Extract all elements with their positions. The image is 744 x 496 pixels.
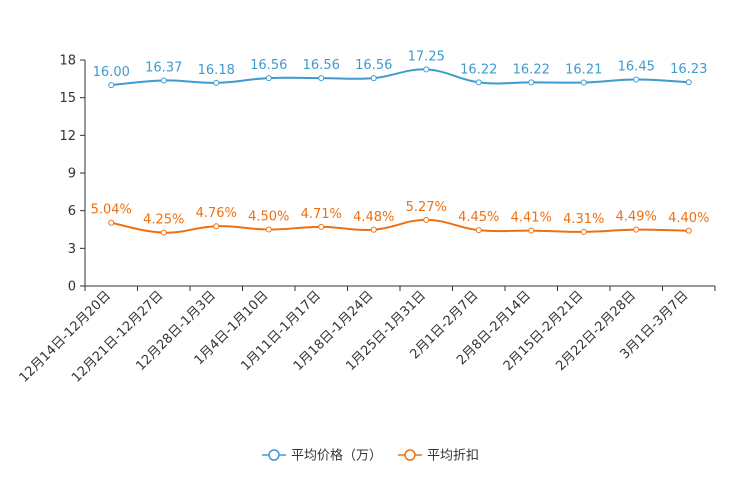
data-label: 4.49% — [616, 210, 657, 225]
series-line — [111, 218, 689, 234]
x-axis: 12月14日-12月20日12月21日-12月27日12月28日-1月3日1月4… — [17, 285, 716, 386]
data-point[interactable] — [423, 216, 430, 223]
data-label: 16.00 — [93, 65, 130, 80]
data-point[interactable] — [580, 79, 587, 86]
legend-item[interactable]: 平均折扣 — [398, 449, 479, 464]
data-point[interactable] — [370, 75, 377, 82]
x-tick-label: 12月21日-12月27日 — [69, 288, 166, 385]
data-point[interactable] — [213, 79, 220, 86]
data-point[interactable] — [423, 66, 430, 73]
data-point[interactable] — [108, 219, 115, 226]
data-point[interactable] — [160, 229, 167, 236]
data-label: 4.71% — [301, 207, 342, 222]
data-point[interactable] — [265, 226, 272, 233]
x-tick-label: 12月14日-12月20日 — [17, 288, 114, 385]
data-label: 16.18 — [198, 63, 235, 78]
data-point[interactable] — [265, 75, 272, 82]
data-label: 16.21 — [565, 62, 602, 77]
data-point[interactable] — [685, 227, 692, 234]
y-tick-label: 9 — [68, 167, 76, 182]
data-point[interactable] — [475, 227, 482, 234]
data-point[interactable] — [213, 223, 220, 230]
data-label: 16.56 — [250, 58, 287, 73]
data-point[interactable] — [108, 82, 115, 89]
y-tick-label: 6 — [68, 204, 76, 219]
legend-marker-icon — [404, 449, 416, 461]
series-layer: 16.00 16.37 16.18 16.56 16.56 16.56 17.25 16.22… — [91, 49, 709, 236]
data-point[interactable] — [318, 75, 325, 82]
data-point[interactable] — [318, 223, 325, 230]
data-label: 4.25% — [143, 213, 184, 228]
data-point[interactable] — [633, 226, 640, 233]
data-point[interactable] — [580, 228, 587, 235]
data-point[interactable] — [370, 226, 377, 233]
data-label: 16.22 — [460, 62, 497, 77]
data-label: 5.04% — [91, 203, 132, 218]
y-tick-label: 0 — [68, 280, 76, 295]
y-tick-label: 12 — [59, 129, 76, 144]
data-label: 16.56 — [355, 58, 392, 73]
data-point[interactable] — [475, 79, 482, 86]
data-label: 4.48% — [353, 210, 394, 225]
data-label: 4.76% — [196, 206, 237, 221]
data-point[interactable] — [633, 76, 640, 83]
data-label: 16.22 — [513, 62, 550, 77]
legend-item[interactable]: 平均价格（万） — [262, 448, 382, 464]
data-label: 16.37 — [145, 60, 182, 75]
data-label: 4.50% — [248, 210, 289, 225]
data-label: 16.23 — [670, 62, 707, 77]
legend[interactable]: 平均价格（万） 平均折扣 — [262, 448, 479, 464]
data-point[interactable] — [160, 77, 167, 84]
series-line — [111, 68, 689, 87]
data-label: 16.56 — [303, 58, 340, 73]
data-label: 4.45% — [458, 210, 499, 225]
y-axis: 0 3 6 9 12 15 18 — [59, 54, 86, 295]
data-label: 5.27% — [406, 200, 447, 215]
series-1: 5.04% 4.25% 4.76% 4.50% 4.71% 4.48% 5.27% 4.45%… — [91, 200, 709, 236]
data-label: 17.25 — [408, 49, 445, 64]
data-point[interactable] — [528, 227, 535, 234]
y-tick-label: 3 — [68, 242, 76, 257]
series-0: 16.00 16.37 16.18 16.56 16.56 16.56 17.25 16.22… — [93, 49, 707, 89]
y-tick-label: 15 — [59, 91, 76, 106]
legend-label: 平均折扣 — [427, 449, 479, 464]
legend-marker-icon — [268, 449, 280, 461]
data-label: 16.45 — [618, 59, 655, 74]
data-point[interactable] — [528, 79, 535, 86]
data-label: 4.41% — [511, 211, 552, 226]
legend-label: 平均价格（万） — [291, 448, 382, 464]
y-tick-label: 18 — [59, 54, 76, 69]
data-point[interactable] — [685, 79, 692, 86]
data-label: 4.40% — [668, 211, 709, 226]
data-label: 4.31% — [563, 212, 604, 227]
